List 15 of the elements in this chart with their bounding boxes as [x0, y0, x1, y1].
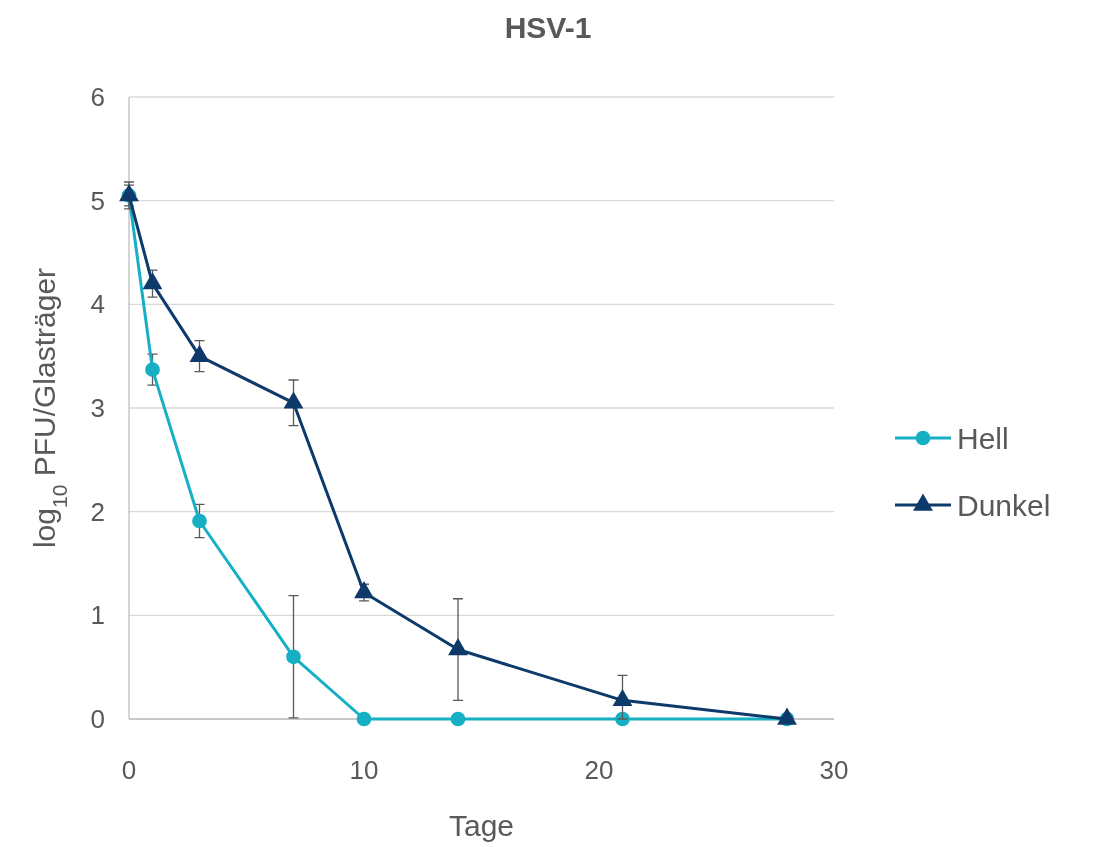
x-tick-label: 30: [819, 755, 849, 785]
y-tick-label: 3: [90, 393, 105, 424]
y-tick-label: 2: [90, 496, 105, 527]
legend-label: Dunkel: [957, 488, 1051, 522]
y-tick-label: 6: [90, 82, 105, 113]
y-tick-label: 0: [90, 704, 105, 735]
y-tick-label: 4: [90, 289, 105, 320]
legend-label: Hell: [957, 421, 1009, 455]
x-tick-label: 20: [584, 755, 614, 785]
y-tick-label: 5: [90, 185, 105, 216]
x-axis-title: Tage: [448, 809, 515, 842]
chart-title: HSV-1: [504, 11, 592, 44]
y-tick-label: 1: [90, 600, 105, 631]
x-tick-label: 0: [121, 755, 137, 785]
x-tick-label: 10: [349, 755, 379, 785]
